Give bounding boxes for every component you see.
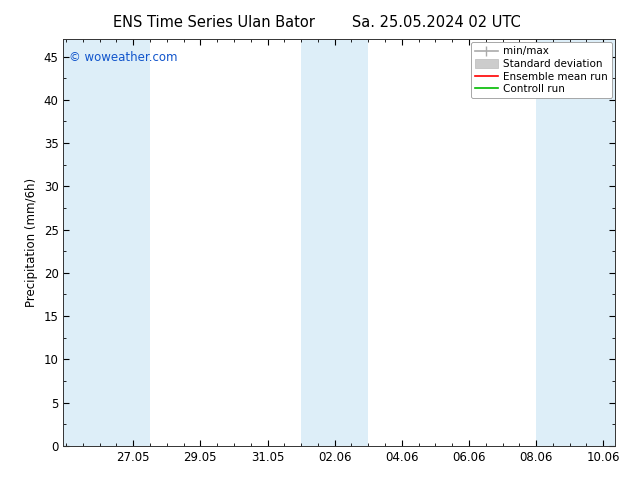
Bar: [536, 39, 615, 446]
Text: ENS Time Series Ulan Bator        Sa. 25.05.2024 02 UTC: ENS Time Series Ulan Bator Sa. 25.05.202…: [113, 15, 521, 30]
Bar: [63, 39, 150, 446]
Y-axis label: Precipitation (mm/6h): Precipitation (mm/6h): [25, 178, 38, 307]
Legend: min/max, Standard deviation, Ensemble mean run, Controll run: min/max, Standard deviation, Ensemble me…: [470, 42, 612, 98]
Text: © woweather.com: © woweather.com: [69, 51, 178, 64]
Bar: [301, 39, 368, 446]
